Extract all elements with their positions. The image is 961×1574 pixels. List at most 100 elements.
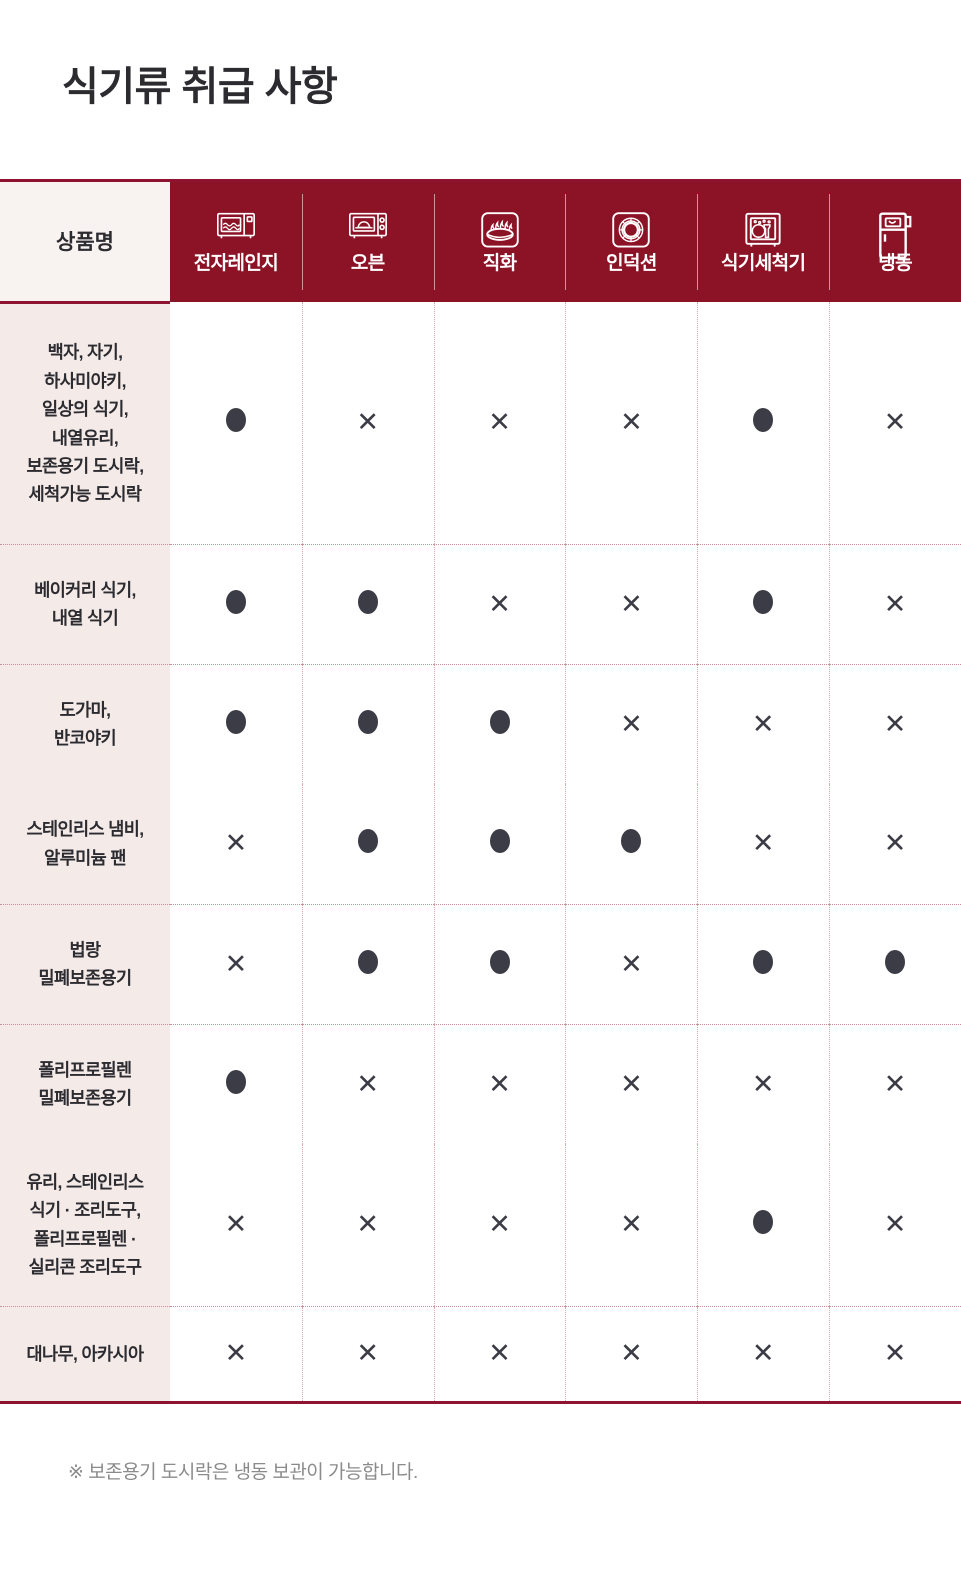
care-mark-cell (565, 784, 698, 904)
care-mark-cell (433, 663, 566, 785)
not-allowed-x-icon: ✕ (488, 1068, 511, 1100)
column-header-label: 인덕션 (606, 253, 657, 274)
product-name-line: 내열 식기 (51, 608, 119, 628)
column-header-gas-burner: 직화 (433, 179, 566, 302)
not-allowed-x-icon: ✕ (224, 948, 248, 980)
care-mark-cell: ✕ (565, 1305, 698, 1402)
product-name-line: 보존용기 도시락, (26, 455, 144, 476)
not-allowed-x-icon: ✕ (356, 1209, 380, 1241)
product-name-cell: 대나무, 아카시아 (0, 1305, 170, 1401)
care-mark-cell: ✕ (565, 543, 698, 664)
dishwasher-icon (743, 211, 783, 247)
product-name-line: 내열유리, (51, 427, 119, 448)
column-header-induction: 인덕션 (565, 179, 698, 302)
care-mark-cell (170, 543, 302, 664)
allowed-circle-icon (357, 709, 378, 734)
product-name-line: 백자, 자기, (47, 342, 123, 363)
product-name-line: 알루미늄 팬 (44, 847, 126, 868)
care-mark-cell: ✕ (433, 1144, 566, 1306)
care-mark-cell (697, 302, 830, 544)
care-mark-cell: ✕ (170, 903, 302, 1024)
care-mark-cell: ✕ (433, 302, 566, 544)
product-name-line: 도가마, (59, 699, 111, 720)
allowed-circle-icon (357, 589, 378, 614)
care-mark-cell (829, 903, 961, 1024)
care-mark-cell: ✕ (170, 784, 302, 904)
product-name-line: 스테인리스 냄비, (26, 819, 144, 840)
not-allowed-x-icon: ✕ (883, 828, 907, 860)
product-name-line: 반코야키 (54, 728, 117, 749)
product-name-line: 대나무, 아카시아 (26, 1343, 144, 1364)
column-header-product-name: 상품명 (0, 179, 170, 304)
not-allowed-x-icon: ✕ (883, 708, 907, 740)
care-mark-cell: ✕ (433, 543, 566, 664)
allowed-circle-icon (489, 709, 510, 734)
not-allowed-x-icon: ✕ (620, 588, 643, 620)
care-mark-cell (697, 543, 830, 664)
product-name-line: 폴리프로필렌 (38, 1059, 133, 1080)
not-allowed-x-icon: ✕ (488, 407, 511, 439)
care-mark-cell (697, 1144, 830, 1306)
not-allowed-x-icon: ✕ (883, 588, 907, 620)
care-mark-cell (433, 903, 566, 1024)
allowed-circle-icon (753, 408, 774, 433)
care-mark-cell: ✕ (565, 302, 698, 544)
care-mark-cell: ✕ (301, 1144, 434, 1306)
column-header-oven: 오븐 (301, 179, 434, 302)
product-name-line: 폴리프로필렌 · (33, 1228, 137, 1249)
not-allowed-x-icon: ✕ (620, 1068, 643, 1100)
not-allowed-x-icon: ✕ (224, 1209, 248, 1241)
care-mark-cell: ✕ (829, 543, 961, 664)
allowed-circle-icon (357, 949, 378, 974)
care-mark-cell (301, 784, 434, 904)
care-table: 상품명 전자레인지 오븐 (0, 179, 961, 1402)
not-allowed-x-icon: ✕ (488, 1209, 511, 1241)
table-row: 대나무, 아카시아 ✕ ✕ ✕ ✕ ✕ ✕ (0, 1305, 961, 1402)
allowed-circle-icon (621, 829, 642, 854)
oven-icon (348, 211, 388, 247)
care-mark-cell: ✕ (301, 302, 434, 544)
page-title: 식기류 취급 사항 (62, 65, 338, 109)
care-mark-cell (301, 663, 434, 785)
product-name-cell: 도가마, 반코야키 (0, 663, 170, 784)
table-row: 백자, 자기, 하사미야키, 일상의 식기, 내열유리, 보존용기 도시락, 세척가능 도… (0, 302, 961, 544)
not-allowed-x-icon: ✕ (620, 1338, 643, 1370)
not-allowed-x-icon: ✕ (620, 948, 643, 980)
table-row: 도가마, 반코야키 ✕ ✕ ✕ (0, 663, 961, 785)
allowed-circle-icon (225, 589, 246, 614)
care-table-header: 상품명 전자레인지 오븐 (0, 179, 961, 304)
care-mark-cell: ✕ (170, 1305, 302, 1401)
allowed-circle-icon (753, 1210, 774, 1235)
not-allowed-x-icon: ✕ (883, 1209, 907, 1241)
care-mark-cell: ✕ (697, 663, 830, 785)
care-mark-cell: ✕ (829, 302, 961, 544)
not-allowed-x-icon: ✕ (224, 828, 248, 860)
care-mark-cell: ✕ (565, 903, 698, 1024)
column-header-label: 오븐 (350, 253, 385, 274)
not-allowed-x-icon: ✕ (488, 588, 511, 620)
product-name-line: 밀폐보존용기 (38, 1088, 133, 1109)
not-allowed-x-icon: ✕ (751, 708, 775, 740)
care-mark-cell: ✕ (697, 1305, 830, 1402)
not-allowed-x-icon: ✕ (488, 1338, 511, 1370)
care-mark-cell: ✕ (829, 1144, 961, 1306)
not-allowed-x-icon: ✕ (883, 1068, 907, 1100)
care-mark-cell: ✕ (829, 784, 961, 904)
table-bottom-rule (0, 1401, 961, 1404)
product-name-line: 밀폐보존용기 (38, 968, 133, 988)
care-table-wrapper: 상품명 전자레인지 오븐 (0, 179, 961, 1404)
not-allowed-x-icon: ✕ (751, 1338, 775, 1370)
care-mark-cell: ✕ (301, 1023, 434, 1145)
care-mark-cell (170, 1023, 302, 1144)
product-name-cell: 유리, 스테인리스 식기 · 조리도구, 폴리프로필렌 · 실리콘 조리도구 (0, 1144, 170, 1306)
column-header-label: 전자레인지 (193, 253, 279, 274)
column-header-dishwasher: 식기세척기 (697, 179, 830, 302)
product-name-cell: 백자, 자기, 하사미야키, 일상의 식기, 내열유리, 보존용기 도시락, 세척가능 도… (0, 302, 170, 544)
care-mark-cell: ✕ (829, 1023, 961, 1145)
footnote: ※ 보존용기 도시락은 냉동 보관이 가능합니다. (68, 1462, 418, 1483)
column-header-label: 냉동 (878, 253, 912, 274)
not-allowed-x-icon: ✕ (751, 1068, 775, 1100)
